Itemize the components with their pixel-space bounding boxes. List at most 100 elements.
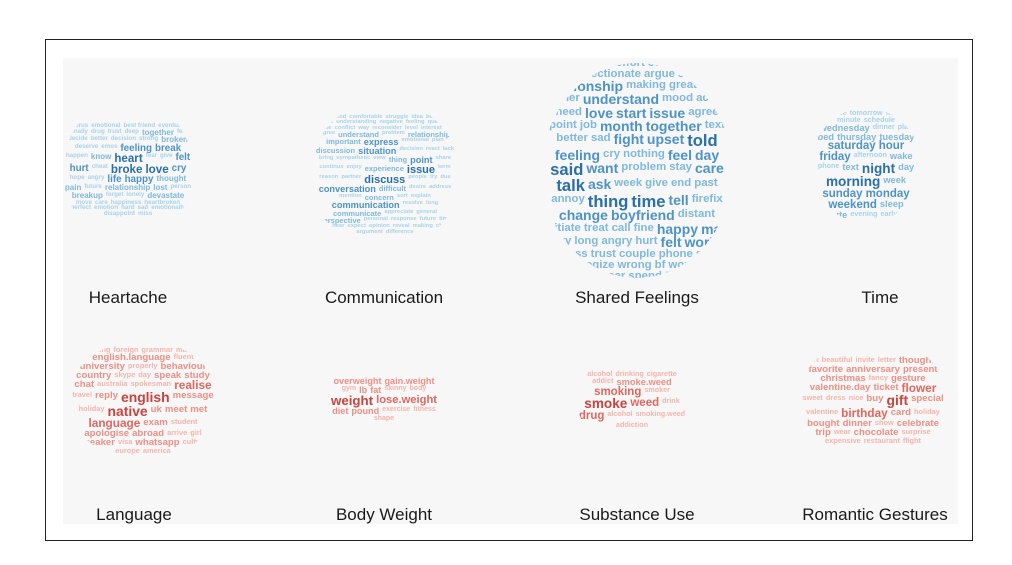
cloud-word: english [120, 389, 170, 406]
cloud-word: enjoy [346, 163, 362, 170]
cloud-word: invite [855, 354, 875, 364]
cloud-word: problem [621, 161, 667, 174]
cloud-word: met [190, 403, 208, 415]
cloud-word: uk [150, 403, 162, 415]
cloud-word: favorite [808, 364, 844, 376]
cloud-word: discussion [315, 146, 356, 156]
word-cloud-substance-use: alcohol drinking cigarette addict smoke.weed… [577, 350, 687, 450]
cloud-word: hard [588, 62, 613, 70]
cloud-word: difficult [378, 184, 406, 194]
cloud-word: agree [688, 105, 719, 118]
cloud-word: plan [897, 121, 913, 131]
cloud-word: break [699, 78, 731, 91]
cloud-word: behavior [425, 113, 451, 120]
cloud-word: break [155, 142, 182, 154]
cloud-word: culture [182, 437, 208, 447]
cloud-word: great [668, 78, 697, 91]
label-romantic-gestures: Romantic Gestures [802, 505, 948, 524]
cloud-word: eventually [158, 121, 189, 129]
cloud-word: forget [105, 191, 124, 198]
cloud-word: idea [411, 113, 423, 120]
cloud-word: present [902, 364, 938, 376]
cloud-word: give [160, 152, 173, 160]
cloud-word: mention [339, 193, 362, 200]
cloud-word: desire [408, 184, 427, 191]
cloud-word: skype [114, 370, 136, 380]
cloud-word: situation [358, 146, 397, 157]
cloud-word: anniversary [846, 364, 900, 376]
word-cloud-shared-feelings: unhappyuncomfortablethoughtjealousfrustr… [542, 63, 732, 278]
cloud-word: feeling [554, 146, 600, 163]
cloud-word: tomorrow [849, 108, 883, 118]
cloud-word: better [556, 132, 588, 145]
cloud-word: weekend [828, 199, 877, 212]
cloud-word: together [645, 117, 702, 134]
cloud-word: wednesday [819, 122, 870, 133]
cloud-word: fine [633, 221, 654, 234]
cloud-word: perspective [318, 216, 361, 226]
cloud-word: hard [121, 204, 135, 212]
cloud-word: smoking.weed [635, 408, 686, 418]
cloud-word: decision [399, 146, 423, 153]
cloud-word: drinking [615, 369, 644, 379]
cloud-word: realise [174, 378, 212, 393]
cloud-word: feeling [120, 142, 152, 154]
word-cloud-heartache: chorus emotional best friend eventually fina… [63, 98, 193, 243]
cloud-word: mad [701, 220, 730, 237]
cloud-word: past [694, 176, 718, 189]
cloud-word: thought [156, 174, 187, 184]
cloud-word: deserve [74, 142, 99, 150]
cloud-word: wake [889, 151, 913, 162]
cloud-word: ask [587, 175, 612, 192]
cloud-word: work [684, 233, 718, 250]
cloud-word: long [574, 234, 599, 247]
cloud-word: mood [662, 92, 694, 105]
cloud-word: reply [95, 390, 118, 402]
cloud-word: alcohol [607, 408, 633, 418]
cloud-word: finally [70, 127, 88, 135]
cloud-word: initiate [544, 221, 581, 234]
cloud-word: talk [556, 175, 585, 195]
cloud-word: want [586, 160, 619, 177]
cloud-word: future [419, 216, 437, 223]
cloud-word: nice [848, 393, 864, 403]
cloud-word: annoy [551, 192, 585, 205]
cloud-word: emotionally [151, 204, 186, 212]
cloud-word: gym [341, 385, 357, 393]
word-cloud-communication: boyfriend comfortable struggle idea behavior… [310, 100, 460, 250]
cloud-word: general [416, 209, 437, 216]
cloud-word: level [404, 124, 418, 131]
cloud-word: cry [603, 147, 621, 160]
cloud-word: friday [819, 151, 851, 164]
cloud-word: point [549, 118, 577, 131]
cloud-word: broken [161, 135, 188, 145]
cloud-word: wrong [617, 259, 652, 272]
cloud-word: day [138, 370, 152, 380]
cloud-word: sad [137, 204, 149, 212]
cloud-word: show [874, 417, 894, 427]
cloud-word: feel [444, 124, 455, 131]
cloud-word: act [700, 62, 718, 70]
cloud-word: flight [902, 436, 921, 446]
cloud-word: thing [587, 191, 629, 211]
cloud-word: making [626, 78, 666, 91]
cloud-word: change [435, 223, 457, 230]
cloud-word: care [95, 198, 108, 206]
cloud-word: saturday [827, 140, 876, 153]
cloud-word: bought [807, 417, 840, 429]
cloud-word: trust [107, 127, 122, 135]
cloud-word: angry [87, 174, 105, 182]
cloud-word: hurt [635, 234, 658, 247]
cloud-word: sweet [802, 393, 823, 403]
cloud-word: alcohol [587, 369, 613, 379]
cloud-word: relationship [543, 77, 624, 94]
cloud-word: communication [331, 200, 400, 211]
cloud-word: issue [649, 104, 686, 121]
cloud-word: relationship [104, 183, 151, 193]
cloud-word: conflict [334, 124, 356, 131]
cloud-word: year [601, 269, 626, 278]
cloud-word: negative [379, 119, 403, 126]
cloud-word: text [704, 118, 725, 131]
cloud-word: making [412, 223, 433, 230]
cloud-word: start [616, 104, 647, 121]
